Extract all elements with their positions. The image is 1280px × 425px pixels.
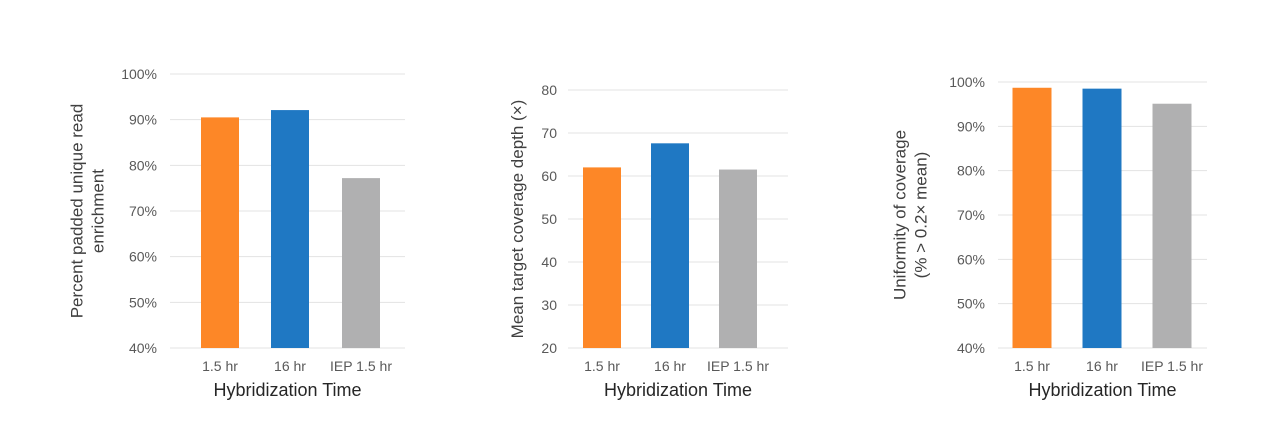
y-axis-label: (% > 0.2× mean) bbox=[912, 152, 931, 279]
x-axis-label: Hybridization Time bbox=[1028, 380, 1176, 400]
y-tick-label: 50 bbox=[541, 211, 557, 227]
x-tick-label: 1.5 hr bbox=[202, 358, 238, 374]
bar-1-5-hr bbox=[201, 117, 239, 348]
x-tick-label: 16 hr bbox=[274, 358, 306, 374]
bar-16-hr bbox=[651, 143, 689, 348]
x-tick-label: 16 hr bbox=[654, 358, 686, 374]
x-tick-label: 1.5 hr bbox=[1014, 358, 1050, 374]
bar-iep-1-5-hr bbox=[1152, 103, 1192, 349]
bar-iep-1-5-hr bbox=[719, 169, 757, 348]
y-tick-label: 40 bbox=[541, 254, 557, 270]
y-tick-label: 90% bbox=[957, 118, 985, 134]
y-tick-label: 80 bbox=[541, 82, 557, 98]
y-axis-label: Uniformity of coverage bbox=[891, 130, 910, 300]
x-tick-label: IEP 1.5 hr bbox=[707, 358, 769, 374]
y-tick-label: 60% bbox=[129, 249, 157, 265]
y-tick-label: 30 bbox=[541, 297, 557, 313]
y-tick-label: 70% bbox=[129, 203, 157, 219]
y-tick-label: 70% bbox=[957, 207, 985, 223]
y-tick-label: 70 bbox=[541, 125, 557, 141]
bar-1-5-hr bbox=[583, 167, 621, 348]
y-tick-label: 50% bbox=[957, 296, 985, 312]
y-axis-label: Percent padded unique read bbox=[68, 104, 87, 319]
y-tick-label: 60 bbox=[541, 168, 557, 184]
y-axis-label: enrichment bbox=[89, 169, 108, 253]
y-tick-label: 100% bbox=[121, 66, 157, 82]
y-axis-label: Mean target coverage depth (×) bbox=[508, 100, 527, 339]
y-tick-label: 40% bbox=[129, 340, 157, 356]
chart-1: 40% 50% 60% 70% 80% 90% 100% 1.5 hr 16 hr IEP 1.5… bbox=[68, 66, 405, 400]
bar-16-hr bbox=[1082, 88, 1122, 349]
y-tick-label: 20 bbox=[541, 340, 557, 356]
bar-1-5-hr bbox=[1012, 87, 1052, 348]
bar-iep-1-5-hr bbox=[342, 178, 380, 348]
y-tick-label: 60% bbox=[957, 251, 985, 267]
chart-2: 20 30 40 50 60 70 80 1.5 hr 16 hr IEP 1.5 hr Hybri… bbox=[508, 82, 788, 400]
x-tick-label: 1.5 hr bbox=[584, 358, 620, 374]
y-tick-label: 100% bbox=[949, 74, 985, 90]
x-tick-label: IEP 1.5 hr bbox=[1141, 358, 1203, 374]
x-tick-label: IEP 1.5 hr bbox=[330, 358, 392, 374]
y-tick-label: 50% bbox=[129, 294, 157, 310]
x-axis-label: Hybridization Time bbox=[213, 380, 361, 400]
x-axis-label: Hybridization Time bbox=[604, 380, 752, 400]
x-tick-label: 16 hr bbox=[1086, 358, 1118, 374]
y-tick-label: 40% bbox=[957, 340, 985, 356]
y-tick-label: 80% bbox=[129, 157, 157, 173]
y-tick-label: 90% bbox=[129, 112, 157, 128]
y-tick-label: 80% bbox=[957, 163, 985, 179]
chart-3: 40% 50% 60% 70% 80% 90% 100% 1.5 hr 16 hr IEP 1.5… bbox=[891, 74, 1207, 400]
bar-16-hr bbox=[271, 110, 309, 349]
